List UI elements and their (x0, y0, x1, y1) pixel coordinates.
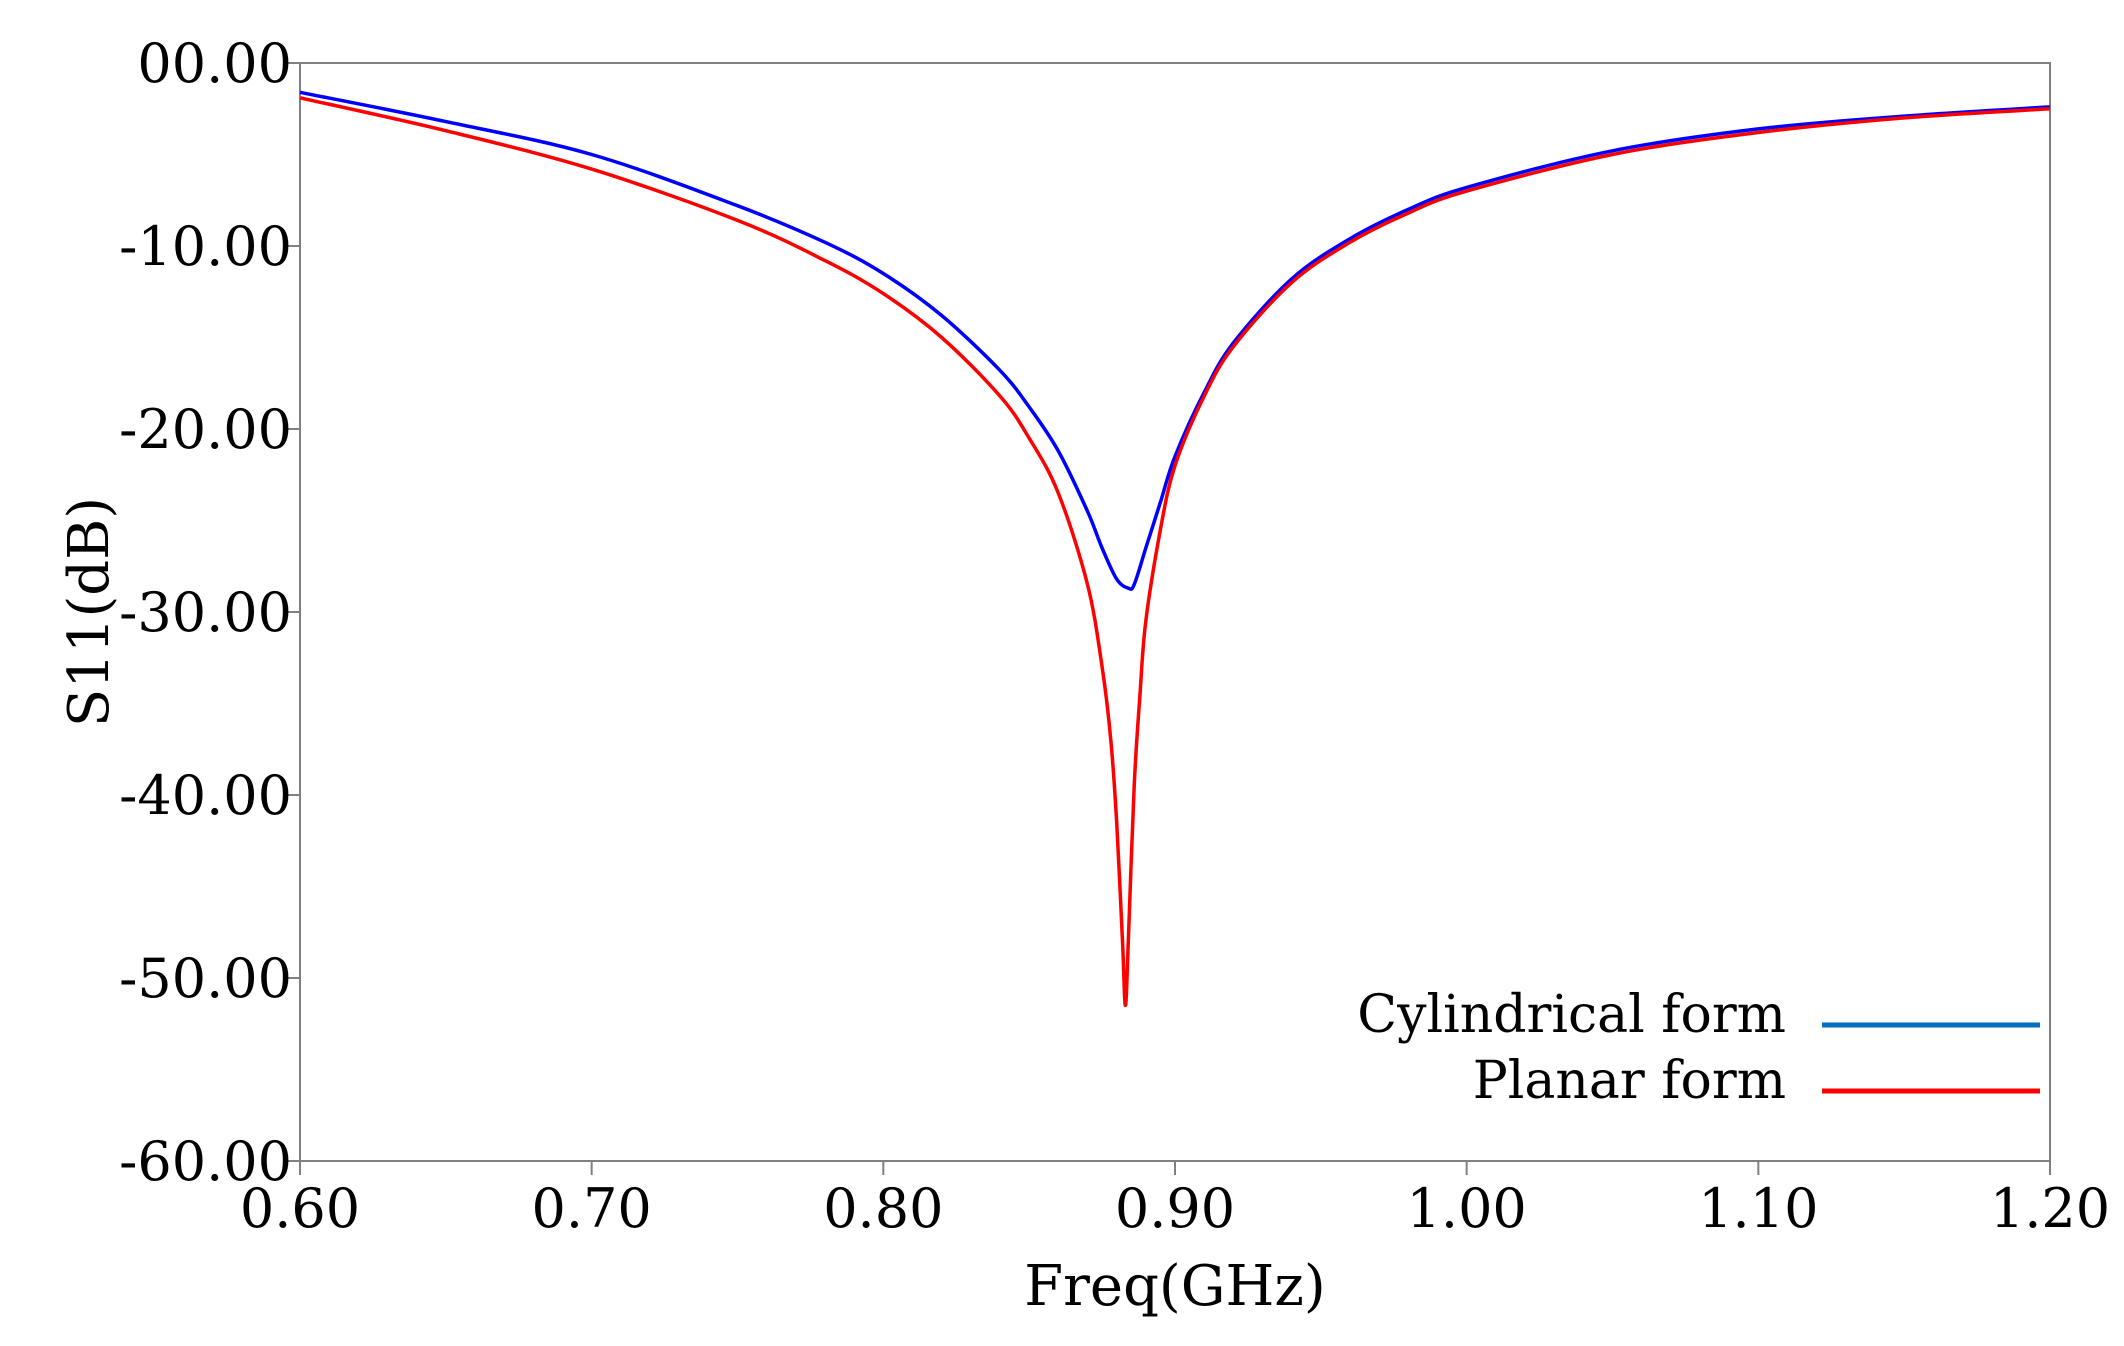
legend-label-planar: Planar form (1473, 1051, 1786, 1111)
y-tick-label: -60.00 (119, 1130, 292, 1193)
y-axis-title: S11(dB) (57, 497, 122, 727)
plot-area (299, 62, 2051, 1162)
x-tick-label: 1.20 (1990, 1177, 2110, 1240)
y-tick-label: -20.00 (119, 398, 292, 461)
x-tick-label: 0.60 (240, 1177, 360, 1240)
legend: Cylindrical form Planar form (1357, 985, 2040, 1111)
series-line-planar (299, 96, 2051, 1008)
x-tick-label: 0.90 (1115, 1177, 1235, 1240)
x-tick-label: 1.00 (1407, 1177, 1527, 1240)
y-tick-label: -30.00 (119, 581, 292, 644)
x-axis-title: Freq(GHz) (1024, 1254, 1325, 1319)
y-tick-label: -10.00 (119, 215, 292, 278)
legend-label-cylindrical: Cylindrical form (1357, 985, 1786, 1045)
y-tick-label: 00.00 (137, 32, 292, 95)
x-tick-label: 0.80 (823, 1177, 943, 1240)
x-tick-label: 1.10 (1698, 1177, 1818, 1240)
y-tick-label: -40.00 (119, 764, 292, 827)
series-line-cylindrical (299, 90, 2051, 591)
x-tick-label: 0.70 (532, 1177, 652, 1240)
y-tick-label: -50.00 (119, 947, 292, 1010)
